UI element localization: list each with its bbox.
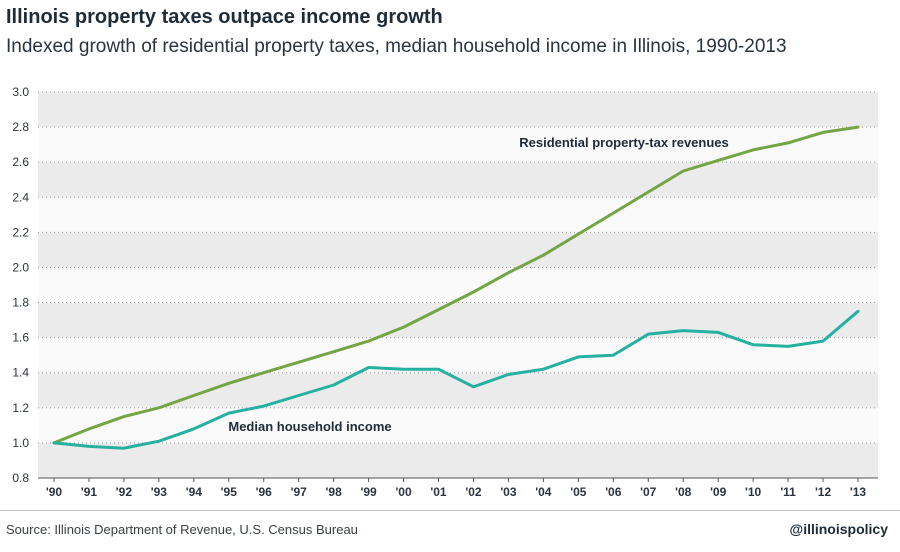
x-tick-label: '91 [81,485,98,499]
x-tick-label: '09 [710,485,727,499]
x-tick-label: '05 [570,485,587,499]
x-tick-label: '94 [186,485,203,499]
y-tick-label: 2.8 [12,120,29,134]
y-tick-label: 3.0 [12,85,29,99]
series-line-property-tax [52,125,860,445]
y-tick-label: 2.4 [12,190,29,204]
grid-band [38,162,878,198]
line-chart: 0.8 1.0 1.2 1.4 1.6 1.8 2.0 2.2 2.4 2.6 2.8 3.0 '90… [12,85,878,499]
grid-band [38,337,878,373]
x-tick-label: '02 [465,485,482,499]
y-tick-label: 2.0 [12,260,29,274]
x-tick-label: '03 [500,485,517,499]
series-label-income: Median household income [228,419,391,434]
grid-band [38,92,878,128]
x-tick-label: '93 [151,485,168,499]
y-tick-label: 1.2 [12,401,29,415]
grid-band [38,232,878,268]
y-tick-label: 1.8 [12,296,29,310]
grid-band [38,407,878,443]
x-tick-label: '07 [640,485,657,499]
chart-title: Illinois property taxes outpace income g… [6,6,443,28]
grid-band [38,197,878,233]
x-tick-label: '12 [815,485,832,499]
grid-band [38,442,878,478]
y-tick-label: 1.0 [12,436,29,450]
x-tick-label: '97 [291,485,308,499]
grid-band [38,302,878,338]
source-note: Source: Illinois Department of Revenue, … [6,522,358,537]
series-line-income [52,309,860,450]
brand-handle: @illinoispolicy [789,521,888,537]
y-tick-label: 1.6 [12,331,29,345]
x-tick-label: '95 [221,485,238,499]
chart-subtitle: Indexed growth of residential property t… [6,36,787,57]
grid-band [38,127,878,163]
x-tick-label: '90 [46,485,63,499]
x-tick-label: '11 [780,485,796,499]
y-tick-label: 2.2 [12,225,29,239]
y-tick-label: 1.4 [12,366,29,380]
x-tick-label: '10 [745,485,762,499]
x-tick-label: '92 [116,485,133,499]
x-tick-label: '04 [535,485,552,499]
x-tick-label: '06 [605,485,622,499]
x-tick-label: '99 [361,485,378,499]
x-tick-label: '00 [395,485,412,499]
y-tick-label: 0.8 [12,471,29,485]
x-tick-label: '01 [430,485,447,499]
y-tick-label: 2.6 [12,155,29,169]
x-tick-label: '13 [850,485,867,499]
x-tick-label: '98 [326,485,343,499]
footer-divider [0,510,900,511]
series-label-property-tax: Residential property-tax revenues [519,135,729,150]
x-tick-label: '96 [256,485,273,499]
x-tick-label: '08 [675,485,692,499]
grid-band [38,267,878,303]
